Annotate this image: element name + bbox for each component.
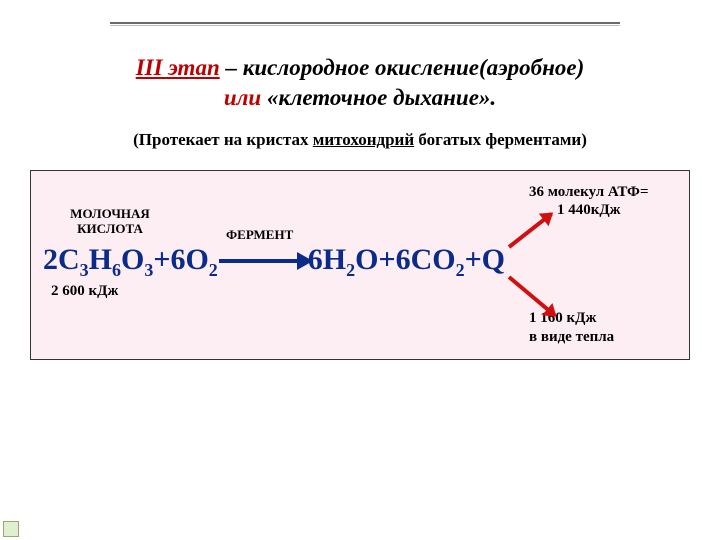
corner-decoration: [3, 521, 19, 537]
ferment-label: ФЕРМЕНТ: [226, 227, 293, 243]
atp-l1: 36 молекул АТФ=: [529, 184, 649, 200]
header-rule: [110, 22, 620, 26]
lactic-l1: МОЛОЧНАЯ: [70, 206, 150, 221]
title-dash: –: [220, 55, 243, 80]
heat-l1: 1 160 кДж: [529, 310, 596, 326]
subtitle: (Протекает на кристах митохондрий богаты…: [0, 130, 720, 150]
lactic-acid-label: МОЛОЧНАЯ КИСЛОТА: [45, 207, 175, 237]
title-ox: кислородное окисление(аэробное): [243, 55, 585, 80]
title-stage: III этап: [136, 55, 220, 80]
subtitle-mito: митохондрий: [313, 130, 414, 149]
subtitle-pre: (Протекает на кристах: [133, 130, 313, 149]
title-ili: или: [224, 85, 261, 110]
heat-l2: в виде тепла: [529, 329, 614, 345]
reaction-arrow-icon: [219, 259, 311, 263]
energy-input: 2 600 кДж: [51, 283, 118, 300]
slide-title: III этап – кислородное окисление(аэробно…: [0, 55, 720, 111]
title-cell: «клеточное дыхание».: [261, 85, 496, 110]
lactic-l2: КИСЛОТА: [77, 221, 143, 236]
atp-l2: 1 440кДж: [557, 202, 621, 218]
subtitle-post: богатых ферментами): [414, 130, 587, 149]
equation-panel: МОЛОЧНАЯ КИСЛОТА ФЕРМЕНТ 2C3H6O3+6O26H2O…: [30, 170, 690, 360]
